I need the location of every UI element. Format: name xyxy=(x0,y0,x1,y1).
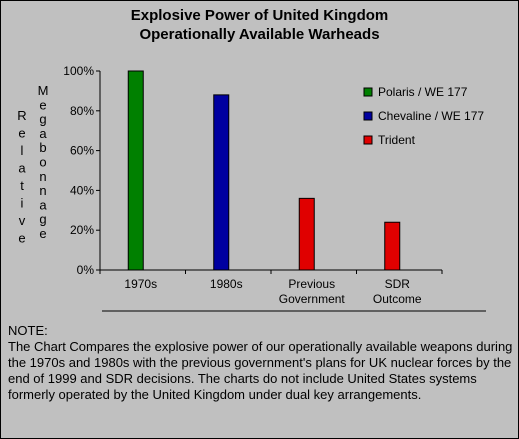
y-axis-ticks: 0% 20% 40% 60% 80% 100% xyxy=(63,64,100,277)
bar xyxy=(127,70,144,271)
x-tick-label: 1970s xyxy=(124,277,157,291)
x-tick-label: Outcome xyxy=(373,292,422,306)
note-heading: NOTE: xyxy=(8,323,48,338)
legend-swatch xyxy=(363,87,373,97)
bars xyxy=(127,70,401,271)
y-tick-label: 100% xyxy=(63,64,94,78)
note-body: The Chart Compares the explosive power o… xyxy=(8,339,513,402)
bar xyxy=(384,221,401,271)
note-section: NOTE: The Chart Compares the explosive p… xyxy=(8,323,513,403)
y-tick-label: 80% xyxy=(70,104,94,118)
x-tick-label: SDR xyxy=(385,277,411,291)
bar xyxy=(213,94,230,271)
y-tick-label: 20% xyxy=(70,223,94,237)
x-tick-label: Previous xyxy=(288,277,335,291)
y-tick-label: 60% xyxy=(70,144,94,158)
legend: Polaris / WE 177 Chevaline / WE 177 Triden… xyxy=(363,85,484,147)
y-tick-label: 40% xyxy=(70,183,94,197)
y-tick-label: 0% xyxy=(77,263,95,277)
chart-title-line-1: Explosive Power of United Kingdom xyxy=(130,7,389,24)
legend-label: Trident xyxy=(378,133,416,147)
chart-title: Explosive Power of United Kingdom Operat… xyxy=(0,6,519,44)
legend-label: Chevaline / WE 177 xyxy=(378,109,484,123)
legend-label: Polaris / WE 177 xyxy=(378,85,468,99)
x-tick-label: Government xyxy=(279,292,346,306)
bar xyxy=(298,197,315,271)
x-tick-label: 1980s xyxy=(210,277,243,291)
chart-title-line-2: Operationally Available Warheads xyxy=(139,26,380,43)
legend-swatch xyxy=(363,111,373,121)
legend-swatch xyxy=(363,135,373,145)
